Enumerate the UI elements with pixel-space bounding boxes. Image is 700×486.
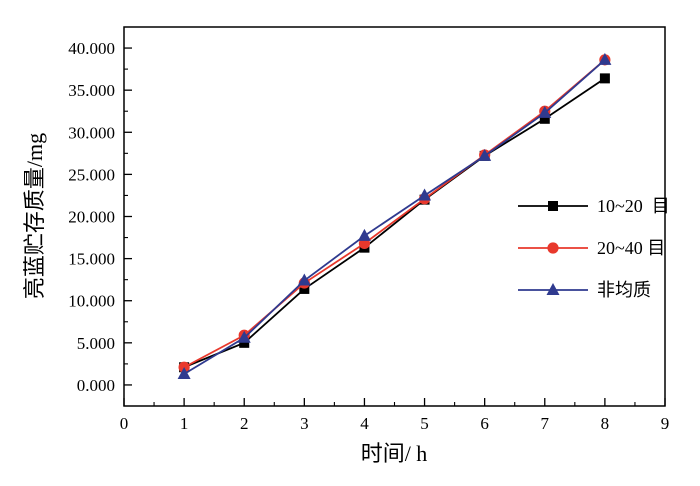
legend-marker	[548, 201, 558, 211]
legend-entry: 非均质	[518, 280, 651, 300]
data-point	[357, 228, 371, 241]
y-tick-label: 30.000	[68, 123, 115, 142]
series-line	[183, 59, 606, 369]
series-line	[183, 59, 606, 375]
y-tick-label: 5.000	[77, 334, 115, 353]
x-tick-label: 7	[541, 414, 550, 433]
legend-label: 10~20 目	[597, 196, 670, 216]
axis-ticks: 0 1 2 3 4 5 6 7 8 9 0.000 5.000 10.000 15.000 20.000 25…	[68, 39, 669, 433]
data-point	[299, 283, 310, 294]
x-tick-label: 0	[120, 414, 129, 433]
data-point	[538, 105, 552, 118]
data-point	[539, 113, 550, 124]
legend-entry: 10~20 目	[518, 196, 670, 216]
x-tick-label: 9	[661, 414, 670, 433]
legend-entry: 20~40 目	[518, 238, 665, 258]
data-point	[239, 337, 250, 348]
y-axis-title: 亮蓝贮存质量/mg	[22, 133, 47, 299]
data-point	[599, 73, 610, 84]
x-tick-label: 1	[180, 414, 189, 433]
series-3	[177, 52, 612, 379]
y-tick-label: 10.000	[68, 292, 115, 311]
y-tick-label: 20.000	[68, 208, 115, 227]
data-point	[237, 330, 251, 343]
data-point	[297, 273, 311, 286]
x-tick-label: 3	[300, 414, 309, 433]
data-point	[598, 52, 612, 65]
legend-marker	[546, 283, 560, 295]
series-line	[183, 77, 606, 369]
data-point	[177, 366, 191, 379]
x-axis-title: 时间/ h	[361, 441, 428, 466]
x-tick-label: 8	[601, 414, 610, 433]
data-point	[418, 188, 432, 201]
legend-marker	[547, 242, 559, 254]
y-tick-label: 40.000	[68, 39, 115, 58]
y-tick-label: 25.000	[68, 165, 115, 184]
series-2	[178, 54, 611, 373]
series-1	[179, 73, 610, 373]
y-tick-label: 15.000	[68, 250, 115, 269]
legend-label: 非均质	[597, 280, 651, 300]
y-tick-label: 0.000	[77, 376, 115, 395]
series-layer	[177, 52, 612, 379]
y-tick-label: 35.000	[68, 81, 115, 100]
x-tick-label: 2	[240, 414, 249, 433]
x-tick-label: 5	[420, 414, 429, 433]
data-point	[478, 148, 492, 161]
legend-label: 20~40 目	[597, 238, 665, 258]
x-tick-label: 6	[480, 414, 489, 433]
x-tick-label: 4	[360, 414, 369, 433]
